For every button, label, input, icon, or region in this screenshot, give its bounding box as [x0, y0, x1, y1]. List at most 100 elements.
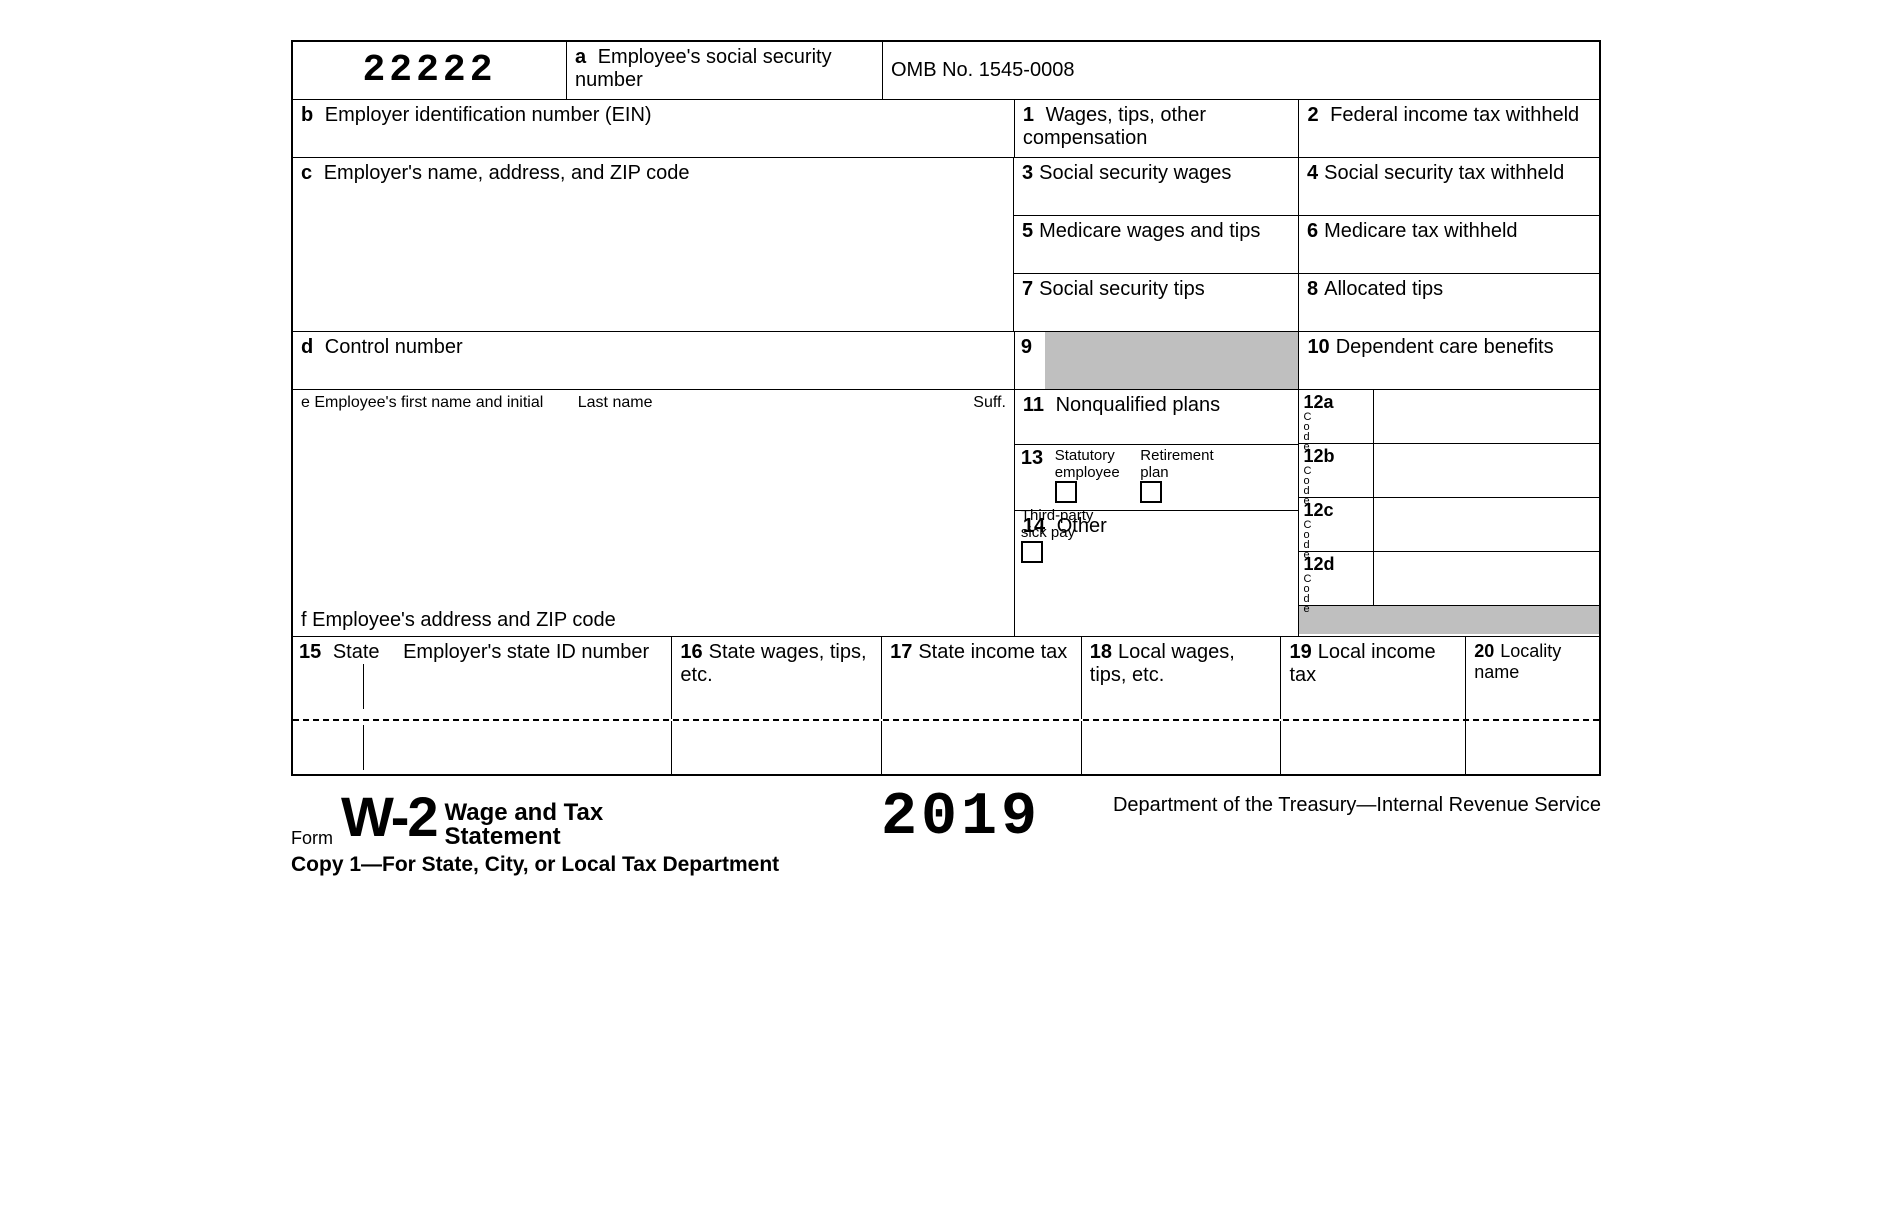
form-footer: Form W-2 Wage and Tax Statement Copy 1—F…: [291, 776, 1601, 877]
box-12b-num: 12b: [1303, 446, 1334, 466]
box-3-label: Social security wages: [1039, 162, 1231, 184]
state-divider-1: [299, 664, 364, 709]
title-line2: Statement: [445, 825, 604, 849]
box-12c-num: 12c: [1303, 500, 1333, 520]
state-2-col15: [293, 721, 672, 774]
checkbox-sickpay[interactable]: [1021, 541, 1043, 563]
box-18: 18Local wages, tips, etc.: [1082, 637, 1282, 719]
box-9-shaded: [1045, 332, 1299, 389]
box-e-label3: Suff.: [973, 394, 1006, 412]
box-14: 14 Other: [1015, 511, 1299, 635]
box-e-label: Employee's first name and initial: [314, 394, 543, 411]
box-11-label: Nonqualified plans: [1056, 394, 1221, 416]
checkbox-statutory[interactable]: [1055, 481, 1077, 503]
box-6-label: Medicare tax withheld: [1324, 220, 1517, 242]
box-1: 1 Wages, tips, other compensation: [1015, 100, 1300, 158]
boxes-12: 12aCode 12bCode 12cCode 12dCode: [1299, 390, 1599, 636]
tax-year: 2019: [881, 784, 1041, 852]
box-9: 9: [1015, 332, 1300, 390]
form-number: 22222: [362, 49, 496, 92]
box-8-label: Allocated tips: [1324, 278, 1443, 300]
box-f-letter: f: [301, 609, 307, 631]
state-2-col16: [672, 721, 882, 774]
form-grid: 22222 a Employee's social security numbe…: [291, 40, 1601, 776]
box-a-label: Employee's social security number: [575, 46, 832, 91]
box-17-label: State income tax: [918, 641, 1067, 663]
box-20: 20Locality name: [1466, 637, 1599, 719]
box-d-label: Control number: [325, 336, 463, 358]
box-12d: 12dCode: [1299, 552, 1599, 606]
boxes-11-14: 11 Nonqualified plans 13 Statutory emplo…: [1015, 390, 1300, 636]
omb: OMB No. 1545-0008: [891, 59, 1074, 82]
box-b-letter: b: [301, 104, 313, 126]
box-16-num: 16: [680, 641, 702, 663]
row-c: c Employer's name, address, and ZIP code…: [293, 158, 1599, 332]
row-e: e Employee's first name and initial Last…: [293, 390, 1599, 636]
box-10: 10Dependent care benefits: [1299, 332, 1599, 390]
box-19-num: 19: [1289, 641, 1311, 663]
checkbox-retirement[interactable]: [1140, 481, 1162, 503]
state-2-col20: [1466, 721, 1599, 774]
box-2: 2 Federal income tax withheld: [1299, 100, 1599, 158]
box-9-num: 9: [1021, 336, 1032, 358]
box-5-num: 5: [1022, 220, 1033, 242]
box-5-label: Medicare wages and tips: [1039, 220, 1260, 242]
box-e-label2: Last name: [578, 394, 653, 411]
box-a-letter: a: [575, 46, 586, 68]
w2-form: 22222 a Employee's social security numbe…: [291, 40, 1601, 877]
box-18-num: 18: [1090, 641, 1112, 663]
chk-statutory-label: Statutory employee: [1055, 447, 1120, 481]
box-12a-num: 12a: [1303, 392, 1333, 412]
box-2-num: 2: [1307, 104, 1318, 126]
boxes-3-8: 3 Social security wages 4Social security …: [1014, 158, 1599, 332]
box-15-label: State: [333, 641, 380, 663]
state-2-col17: [882, 721, 1082, 774]
box-10-label: Dependent care benefits: [1336, 336, 1554, 358]
box-17-num: 17: [890, 641, 912, 663]
box-b: b Employer identification number (EIN): [293, 100, 1015, 158]
box-19: 19Local income tax: [1281, 637, 1466, 719]
box-15-num: 15: [299, 641, 321, 663]
box-4: 4Social security tax withheld: [1299, 158, 1599, 216]
box-1-num: 1: [1023, 104, 1034, 126]
box-e-f: e Employee's first name and initial Last…: [293, 390, 1015, 636]
box-4-num: 4: [1307, 162, 1318, 184]
box-5: 5 Medicare wages and tips: [1014, 216, 1299, 274]
box-15-label2: Employer's state ID number: [403, 641, 649, 663]
box-1-label: Wages, tips, other compensation: [1023, 104, 1206, 149]
row-b: b Employer identification number (EIN) 1…: [293, 100, 1599, 158]
box-16-label: State wages, tips, etc.: [680, 641, 866, 686]
box-12b: 12bCode: [1299, 444, 1599, 498]
box-16: 16State wages, tips, etc.: [672, 637, 882, 719]
department: Department of the Treasury—Internal Reve…: [1113, 794, 1601, 816]
form-name: W-2: [341, 784, 437, 849]
state-2-col19: [1281, 721, 1466, 774]
box-13-num: 13: [1021, 447, 1043, 469]
row-top: 22222 a Employee's social security numbe…: [293, 42, 1599, 100]
box-11-num: 11: [1023, 394, 1044, 416]
box-13: 13 Statutory employee Retirement plan Th…: [1015, 445, 1299, 511]
box-14-num: 14: [1023, 515, 1045, 537]
box-12d-num: 12d: [1303, 554, 1334, 574]
title-line1: Wage and Tax: [445, 801, 604, 825]
box-c-letter: c: [301, 162, 312, 184]
box-c-label: Employer's name, address, and ZIP code: [324, 162, 690, 184]
box-6: 6 Medicare tax withheld: [1299, 216, 1599, 274]
box-3: 3 Social security wages: [1014, 158, 1299, 216]
box-e-letter: e: [301, 394, 310, 411]
box-12c: 12cCode: [1299, 498, 1599, 552]
state-divider-2: [299, 725, 364, 770]
box-b-label: Employer identification number (EIN): [325, 104, 652, 126]
box-8: 8Allocated tips: [1299, 274, 1599, 332]
box-7: 7Social security tips: [1014, 274, 1299, 332]
box-11: 11 Nonqualified plans: [1015, 390, 1299, 445]
form-number-cell: 22222: [293, 42, 567, 100]
row-state-2: [293, 719, 1599, 774]
box-7-num: 7: [1022, 278, 1033, 300]
box-f: f Employee's address and ZIP code: [293, 605, 1014, 636]
box-6-num: 6: [1307, 220, 1318, 242]
box-f-label: Employee's address and ZIP code: [312, 609, 616, 631]
box-3-num: 3: [1022, 162, 1033, 184]
chk-statutory: Statutory employee: [1055, 447, 1135, 507]
omb-cell: OMB No. 1545-0008: [883, 42, 1599, 100]
